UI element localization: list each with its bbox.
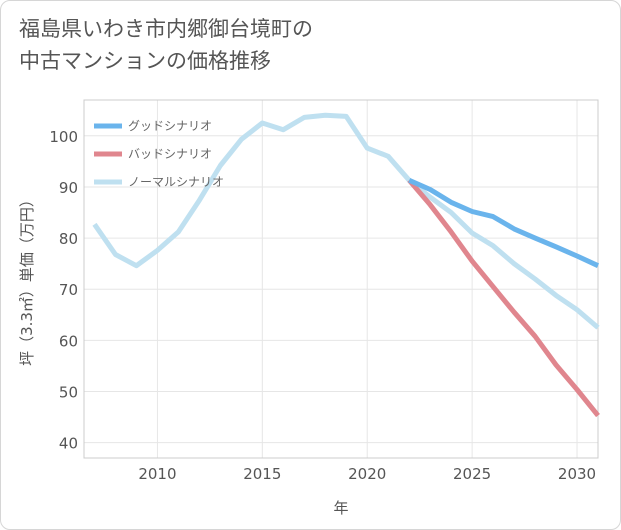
x-axis-ticks: 2010 2015 2020 2025 2030 [138, 465, 596, 483]
y-tick-label: 50 [59, 384, 78, 402]
series-lines [92, 112, 600, 418]
x-axis-title: 年 [333, 499, 348, 517]
series-line-3 [92, 112, 600, 330]
plot-area-border [83, 99, 599, 459]
y-tick-label: 90 [59, 179, 78, 197]
legend-label: バッドシナリオ [128, 147, 212, 161]
x-tick-label: 2030 [558, 465, 596, 483]
legend-label: グッドシナリオ [128, 119, 212, 133]
series-line-1 [408, 178, 600, 268]
series-line-2 [407, 178, 600, 418]
legend-label: ノーマルシナリオ [128, 175, 224, 189]
x-tick-label: 2010 [138, 465, 176, 483]
y-axis-title: 坪（3.3㎡）単価（万円） [18, 192, 36, 366]
y-tick-label: 100 [49, 128, 78, 146]
x-tick-label: 2015 [243, 465, 281, 483]
x-tick-label: 2025 [453, 465, 491, 483]
y-tick-label: 80 [59, 230, 78, 248]
grid [84, 100, 598, 458]
x-tick-label: 2020 [348, 465, 386, 483]
chart-title-line-2: 中古マンションの価格推移 [19, 49, 271, 73]
y-tick-label: 40 [59, 435, 78, 453]
y-tick-label: 60 [59, 332, 78, 350]
y-tick-label: 70 [59, 281, 78, 299]
chart-title: 福島県いわき市内郷御台境町の 中古マンションの価格推移 [19, 13, 313, 77]
chart-title-line-1: 福島県いわき市内郷御台境町の [19, 17, 313, 41]
y-axis-ticks: 40 50 60 70 80 90 100 [49, 128, 78, 453]
